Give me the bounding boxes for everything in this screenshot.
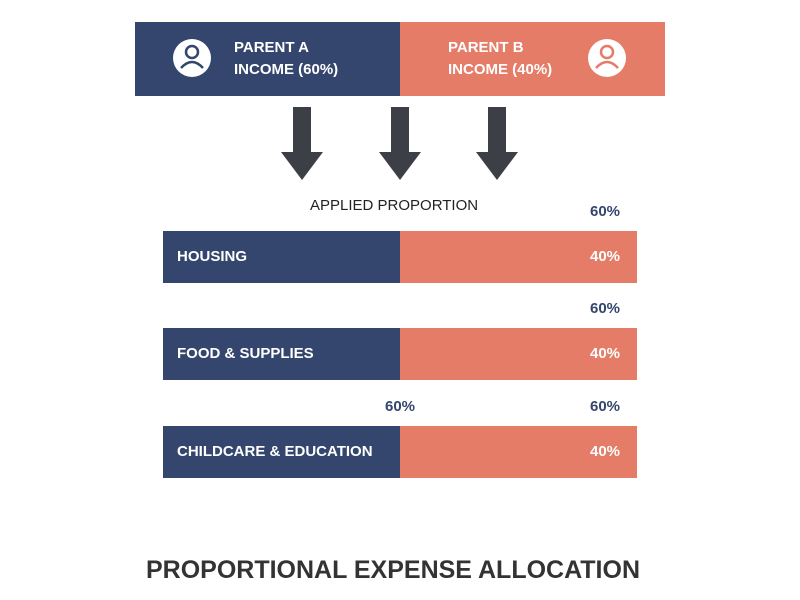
parent-b-line: INCOME (40%) — [448, 61, 553, 78]
row-right — [400, 231, 637, 283]
row-name: FOOD & SUPPLIES — [177, 345, 314, 362]
applied-label: APPLIED PROPORTION — [310, 197, 479, 214]
row-share: 40% — [590, 345, 621, 362]
row-above: 60% — [590, 300, 621, 317]
parent-a-icon — [173, 39, 211, 77]
parent-b-line: PARENT B — [448, 39, 524, 56]
title: PROPORTIONAL EXPENSE ALLOCATION — [145, 556, 641, 584]
arrows — [281, 107, 518, 180]
row-share: 40% — [590, 248, 621, 265]
row-right — [400, 426, 637, 478]
row-name: HOUSING — [177, 248, 248, 265]
row-share: 40% — [590, 443, 621, 460]
parent-a-label: PARENT A INCOME (60%) — [234, 37, 338, 81]
parent-b-icon — [588, 39, 626, 77]
row-left — [163, 426, 400, 478]
row-above: 60% — [385, 398, 416, 415]
icons-arrows — [173, 39, 626, 180]
parent-a-line: PARENT A — [234, 39, 309, 56]
parent-b-label: PARENT B INCOME (40%) — [448, 37, 552, 81]
row-right — [400, 328, 637, 380]
row-left — [163, 231, 400, 283]
row-name: CHILDCARE & EDUCATION — [177, 443, 373, 460]
row-above: 60% — [590, 398, 621, 415]
row-left — [163, 328, 400, 380]
parent-a-line: INCOME (60%) — [234, 61, 339, 78]
row-above: 60% — [590, 203, 621, 220]
